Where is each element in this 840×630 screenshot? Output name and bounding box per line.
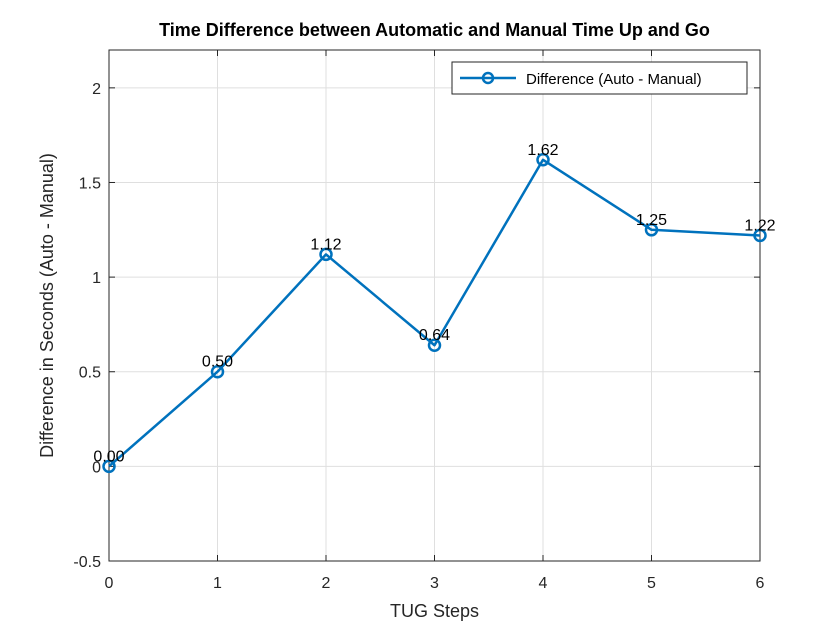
x-tick-label: 5 [647, 575, 656, 592]
legend-marker-sample [481, 71, 495, 85]
x-axis-ticks: 0 1 2 3 4 5 6 [105, 50, 765, 592]
x-tick-label: 4 [539, 575, 548, 592]
data-point-marker [536, 153, 550, 167]
x-tick-label: 6 [756, 575, 765, 592]
data-point-marker [210, 364, 225, 379]
x-tick-label: 0 [105, 575, 114, 592]
data-point-marker [319, 247, 333, 262]
y-tick-label: 1.5 [79, 175, 101, 192]
x-axis-title: TUG Steps [390, 601, 479, 621]
y-tick-label: 0 [92, 459, 101, 476]
series-layer [102, 153, 767, 474]
x-tick-label: 1 [213, 575, 222, 592]
data-point-marker [427, 338, 442, 352]
data-point-marker [644, 223, 659, 237]
data-point-label: 1.22 [744, 217, 775, 234]
data-point-marker [102, 459, 116, 474]
series-line [108, 158, 761, 468]
y-tick-label: 1 [92, 270, 101, 287]
data-point-label: 0.00 [93, 448, 124, 465]
y-axis-title: Difference in Seconds (Auto - Manual) [37, 153, 57, 458]
y-axis-ticks: -0.5 0 0.5 1 1.5 2 [73, 81, 760, 571]
y-tick-label: 0.5 [79, 365, 101, 382]
legend-entry-label: Difference (Auto - Manual) [526, 71, 702, 88]
data-point-label: 1.12 [310, 236, 341, 253]
data-point-label: 0.50 [202, 354, 233, 371]
chart-title: Time Difference between Automatic and Ma… [159, 20, 710, 40]
data-labels: 0.00 0.50 1.12 0.64 1.62 1.25 1.22 [93, 142, 775, 466]
y-tick-label: -0.5 [73, 554, 101, 571]
legend: Difference (Auto - Manual) [451, 61, 748, 95]
data-point-label: 0.64 [419, 327, 450, 344]
data-point-label: 1.62 [527, 142, 558, 159]
y-tick-label: 2 [92, 81, 101, 98]
data-point-label: 1.25 [636, 212, 667, 229]
x-tick-label: 3 [430, 575, 439, 592]
x-tick-label: 2 [322, 575, 331, 592]
data-point-marker [753, 228, 767, 243]
